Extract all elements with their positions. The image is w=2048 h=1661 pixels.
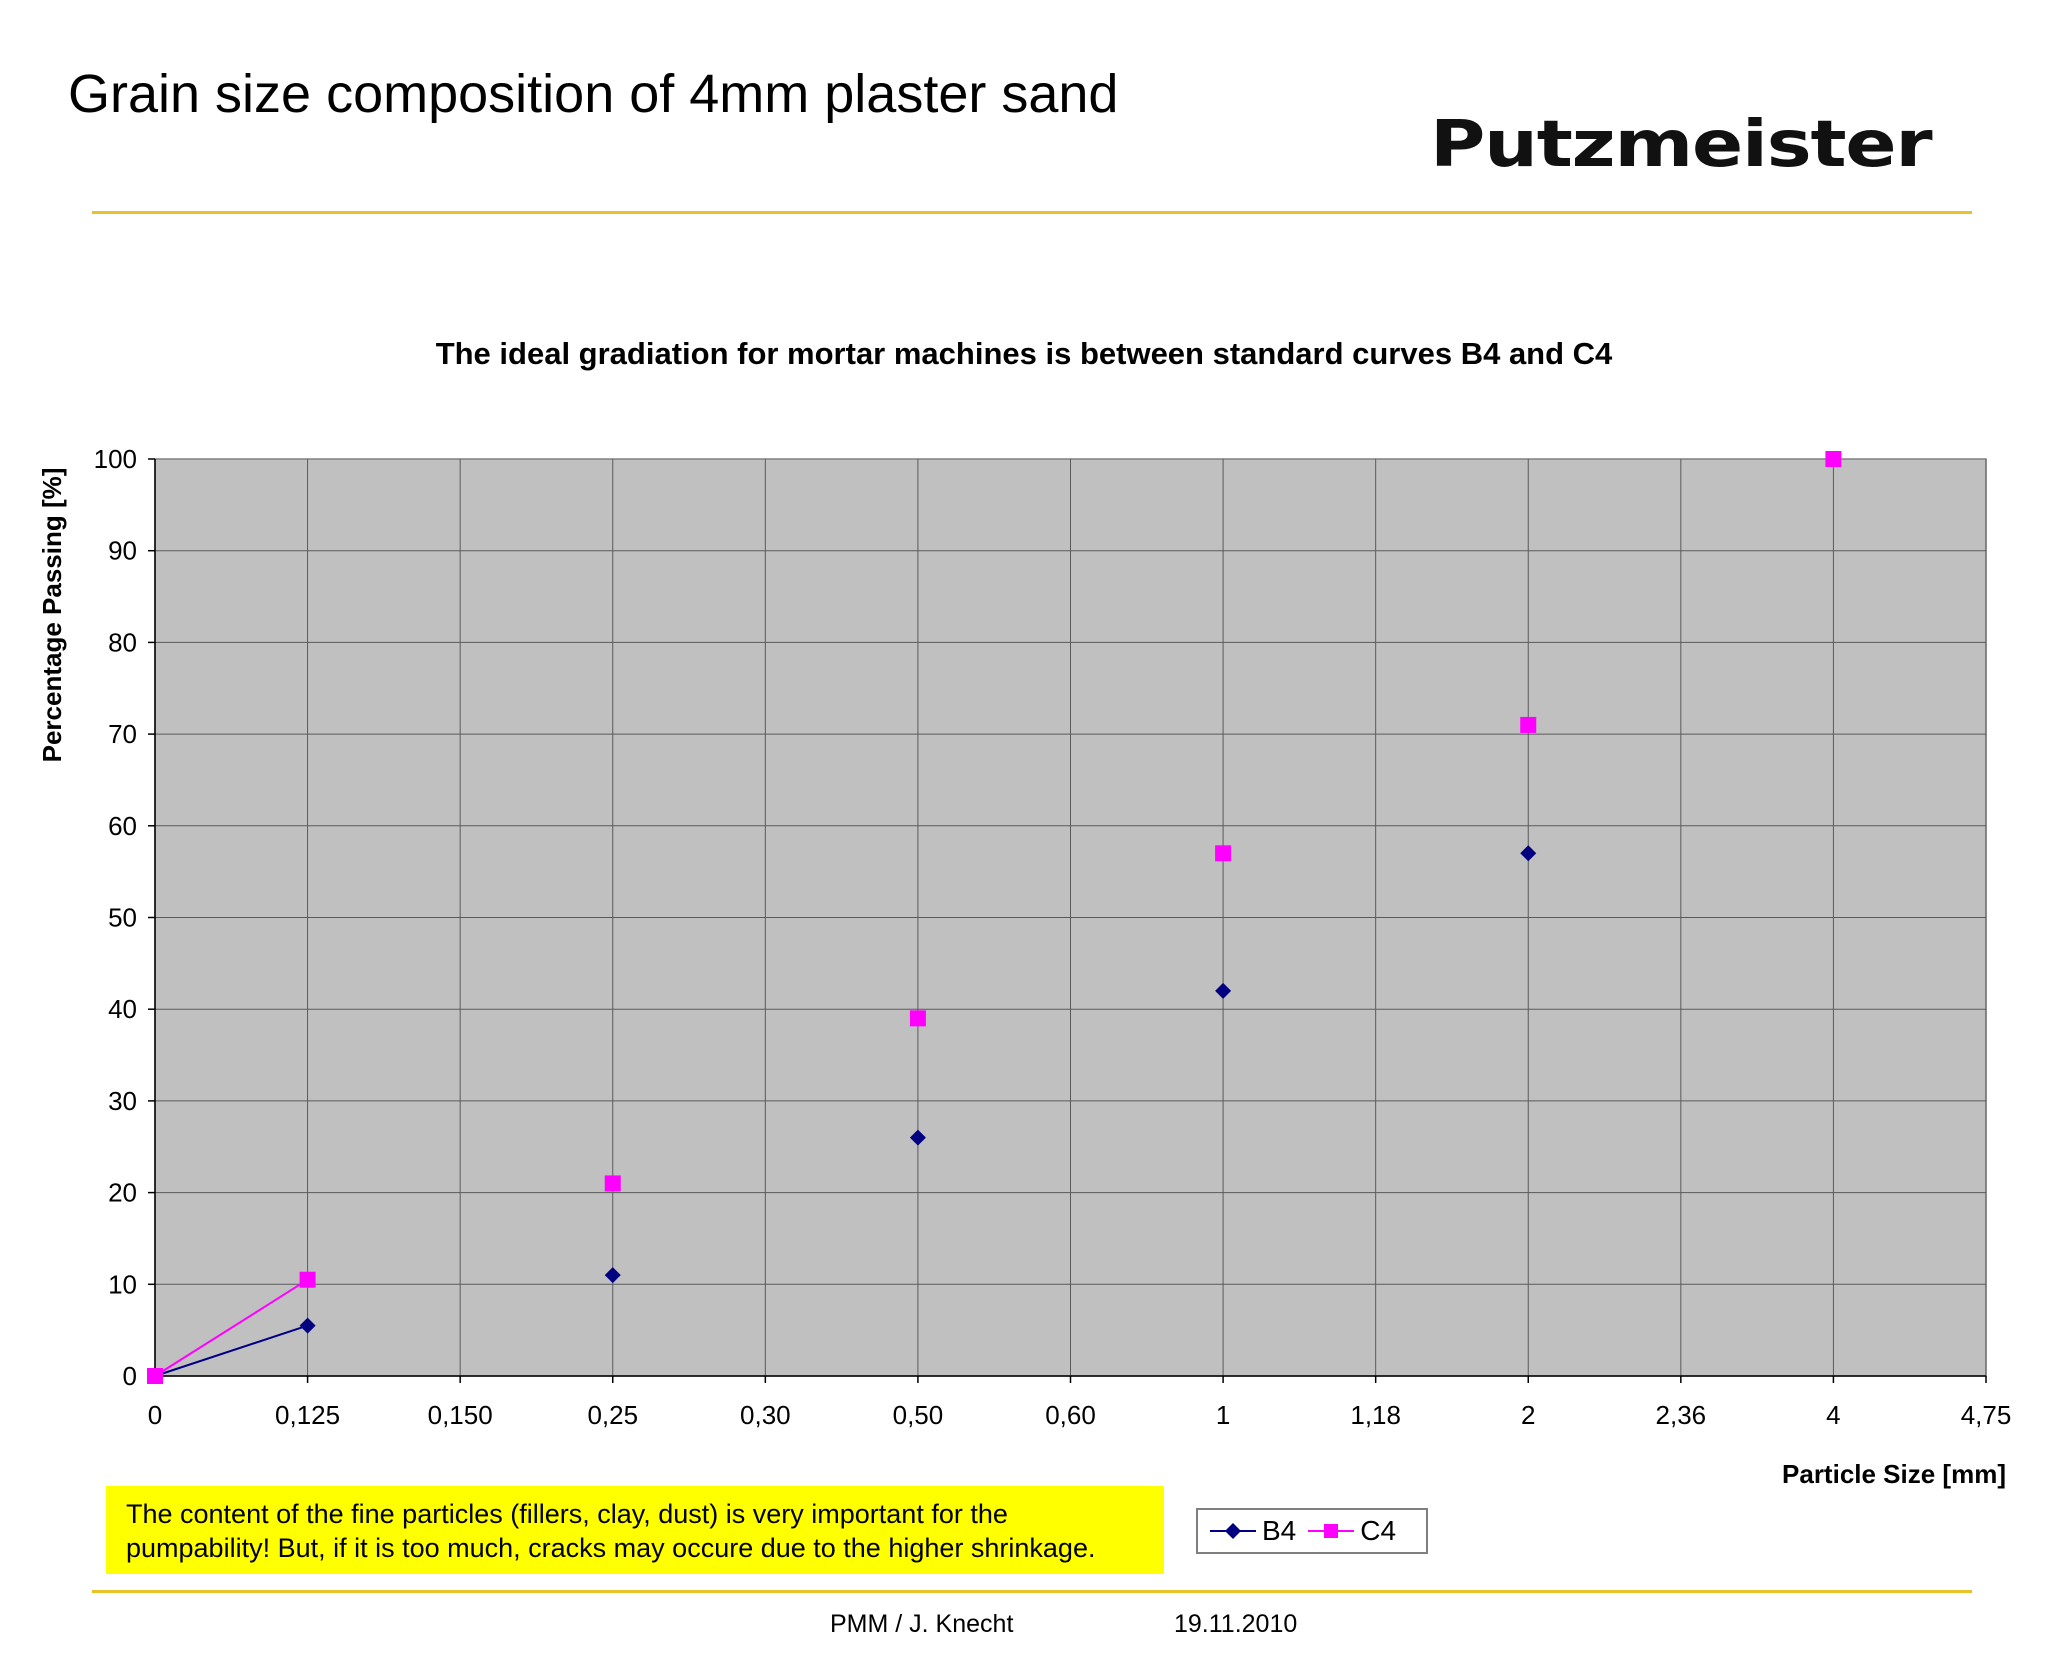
grid-lines [155,459,1987,1376]
x-axis-label: Particle Size [mm] [1782,1459,2006,1489]
point-b4 [299,1317,316,1334]
note-line-2: pumpability! But, if it is too much, cra… [126,1532,1096,1563]
x-tick-label: 2 [1521,1400,1535,1430]
y-tick-label: 100 [94,444,137,474]
point-c4 [1825,451,1842,467]
footer-author: PMM / J. Knecht [830,1610,1014,1638]
putzmeister-logo: Putzmeister [1430,108,1933,182]
chart-title: The ideal gradiation for mortar machines… [435,336,1613,371]
point-c4 [909,1010,926,1027]
footer-divider [92,1590,1972,1593]
chart-legend: B4 C4 [1196,1508,1428,1554]
legend-label-b4: B4 [1262,1515,1297,1546]
y-axis-label: Percentage Passing [%] [37,468,67,763]
series-lines [154,1278,309,1377]
point-c4 [1215,845,1232,862]
fine-particles-note: The content of the fine particles (fille… [106,1486,1164,1574]
x-tick-label: 0,150 [428,1400,493,1430]
note-line-1: The content of the fine particles (fille… [126,1499,1008,1529]
x-tick-label: 0,50 [893,1400,944,1430]
series-line-b4 [154,1324,308,1377]
point-c4 [1520,716,1537,733]
point-c4 [299,1271,316,1288]
y-tick-label: 30 [108,1086,137,1116]
point-c4 [147,1368,163,1384]
legend-item-b4: B4 [1208,1515,1296,1547]
square-marker-icon [1308,1524,1355,1538]
page-title: Grain size composition of 4mm plaster sa… [68,64,1119,124]
diamond-marker-icon [1210,1523,1256,1539]
data-markers [147,451,1842,1384]
y-tick-label: 50 [108,903,137,933]
x-tick-label: 4,75 [1961,1400,2012,1430]
point-b4 [1520,845,1537,862]
legend-label-c4: C4 [1360,1515,1397,1546]
x-tick-label: 4 [1826,1400,1840,1430]
y-tick-label: 10 [108,1269,137,1299]
series-line-c4 [154,1278,309,1377]
y-tick-label: 60 [108,811,137,841]
x-tick-label: 1,18 [1350,1400,1401,1430]
x-tick-label: 0,25 [587,1400,638,1430]
legend-item-c4: C4 [1306,1515,1396,1547]
x-tick-label: 1 [1216,1400,1230,1430]
y-tick-label: 40 [108,994,137,1024]
header-divider [92,211,1972,214]
footer-date: 19.11.2010 [1174,1610,1298,1638]
point-b4 [604,1267,621,1284]
x-tick-label: 0,30 [740,1400,791,1430]
point-c4 [604,1175,621,1192]
y-tick-label: 80 [108,627,137,657]
x-tick-label: 2,36 [1656,1400,1707,1430]
y-tick-labels: 0 10 20 30 40 50 60 70 80 90 100 [94,444,155,1391]
y-tick-label: 70 [108,719,137,749]
point-b4 [909,1129,926,1146]
y-tick-label: 20 [108,1178,137,1208]
y-tick-label: 0 [123,1361,137,1391]
x-tick-label: 0 [148,1400,162,1430]
x-tick-label: 0,125 [275,1400,340,1430]
x-tick-label: 0,60 [1045,1400,1096,1430]
x-tick-labels: 0 0,125 0,150 0,25 0,30 0,50 0,60 1 1,18 2 2,36 4 4,… [148,1376,2012,1430]
y-tick-label: 90 [108,536,137,566]
point-b4 [1215,982,1232,999]
